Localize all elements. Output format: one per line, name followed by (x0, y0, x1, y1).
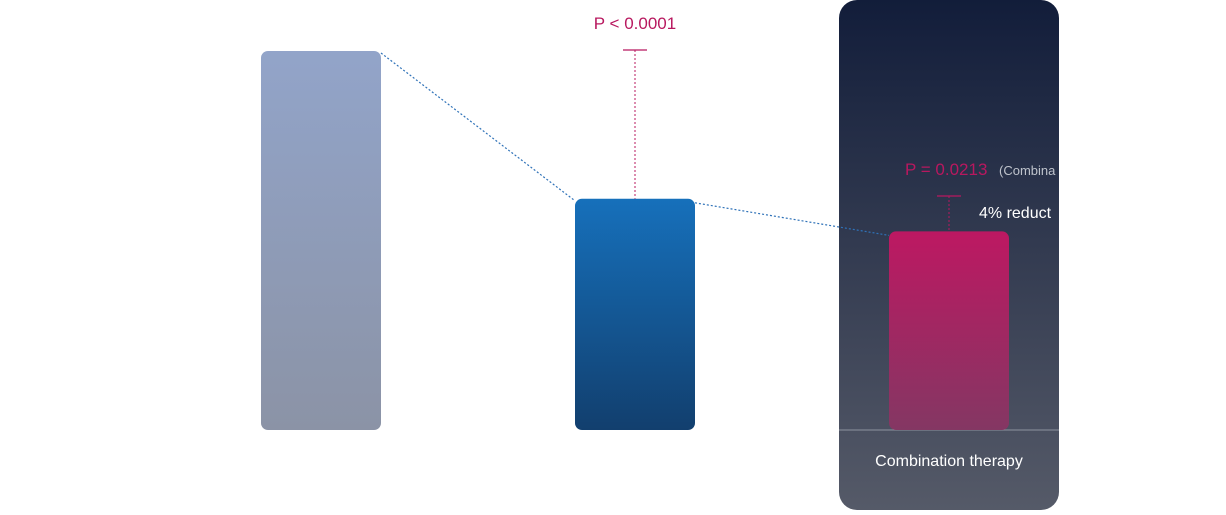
bar-3-combination (889, 231, 1009, 430)
bar-2 (575, 198, 695, 430)
reduction-label: 4% reduct (979, 205, 1052, 222)
p-value-label-bar3: P = 0.0213 (905, 160, 987, 179)
p-value-label-bar2: P < 0.0001 (594, 14, 676, 33)
connector-line-1 (380, 52, 576, 202)
connector-line-2 (694, 202, 890, 236)
category-label-combination: Combination therapy (875, 453, 1023, 470)
p-value-note-bar3: (Combina (999, 163, 1056, 178)
bar-1 (261, 51, 381, 430)
